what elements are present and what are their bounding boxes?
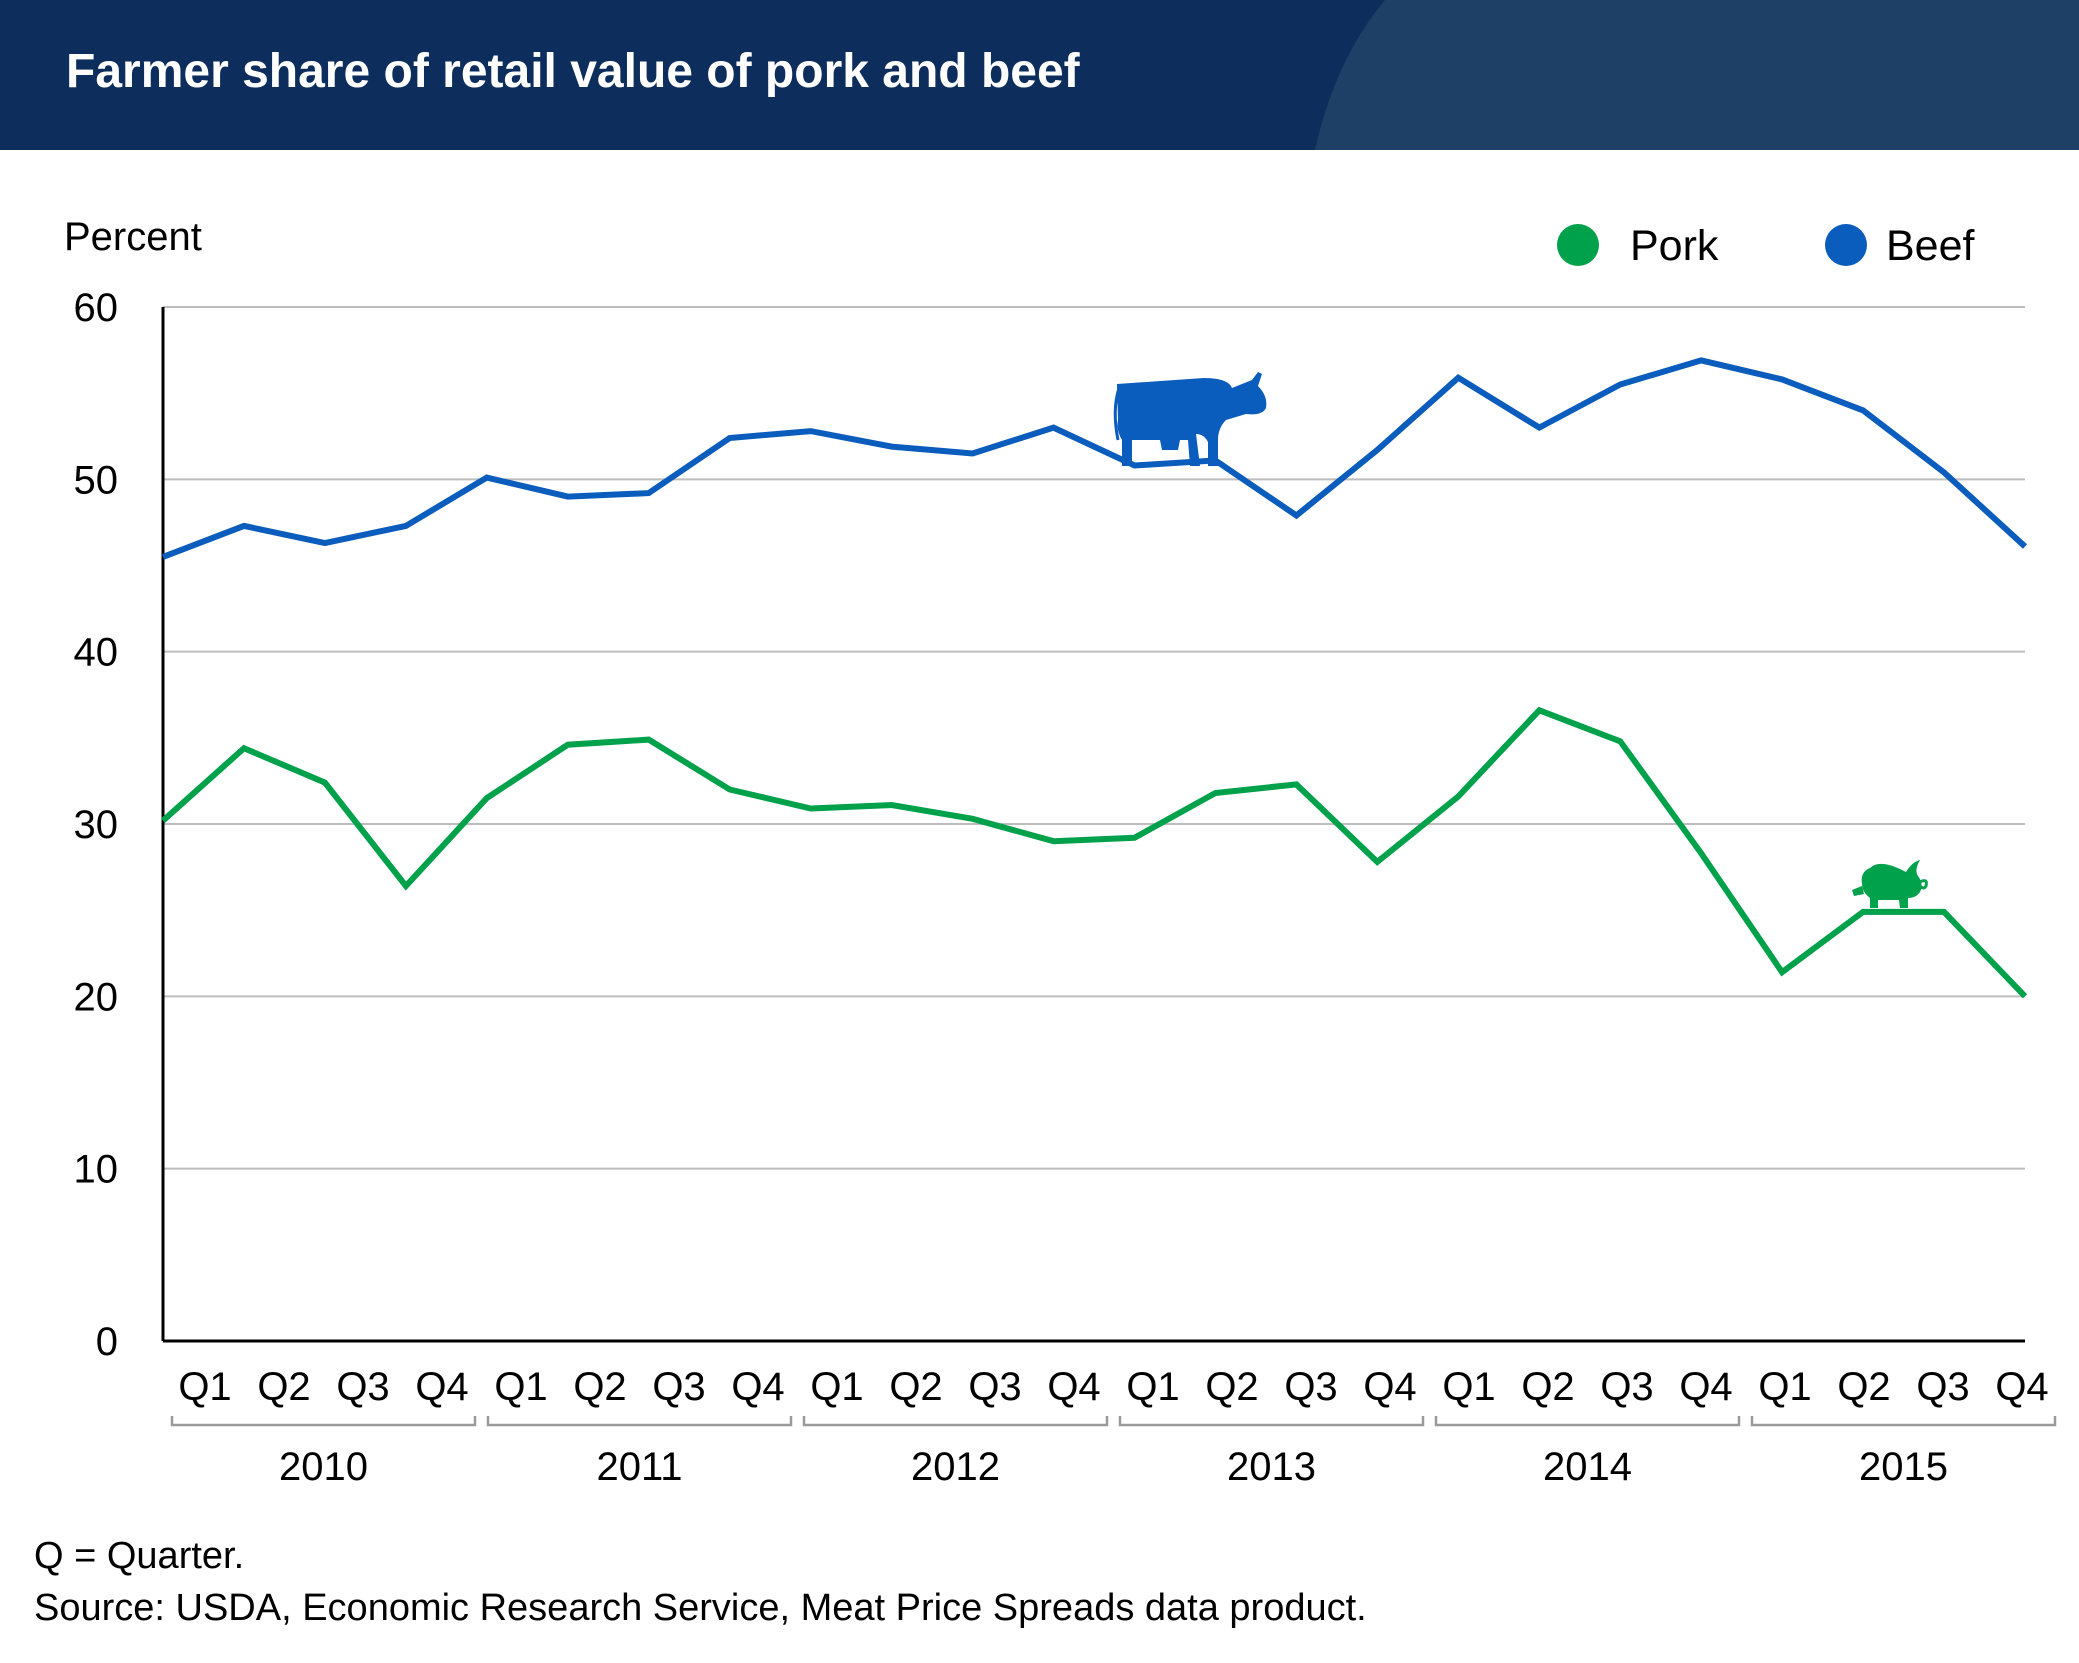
- year-label: 2015: [1859, 1445, 1948, 1489]
- y-tick-label: 20: [74, 975, 119, 1019]
- year-label: 2013: [1227, 1445, 1316, 1489]
- y-tick-label: 50: [74, 458, 119, 502]
- x-tick-label: Q2: [889, 1365, 942, 1409]
- year-label: 2012: [911, 1445, 1000, 1489]
- year-group-2010: 2010: [170, 1416, 477, 1489]
- cow-icon: [1113, 372, 1267, 466]
- x-tick-label: Q2: [573, 1365, 626, 1409]
- year-bracket: [1118, 1416, 1425, 1427]
- footnote: Q = Quarter. Source: USDA, Economic Rese…: [34, 1530, 1367, 1634]
- x-tick-label: Q3: [1284, 1365, 1337, 1409]
- year-group-2013: 2013: [1118, 1416, 1425, 1489]
- x-tick-label: Q4: [1995, 1365, 2048, 1409]
- y-axis-ticks: 0 10 20 30 40 50 60: [74, 286, 119, 1364]
- x-tick-label: Q4: [415, 1365, 468, 1409]
- x-tick-label: Q4: [731, 1365, 784, 1409]
- x-tick-label: Q3: [1600, 1365, 1653, 1409]
- y-tick-label: 60: [74, 286, 119, 330]
- x-tick-label: Q3: [968, 1365, 1021, 1409]
- title-banner: Farmer share of retail value of pork and…: [0, 0, 2079, 150]
- y-axis-label: Percent: [64, 215, 202, 259]
- y-tick-label: 0: [96, 1320, 118, 1364]
- x-tick-label: Q1: [494, 1365, 547, 1409]
- year-bracket: [1434, 1416, 1741, 1427]
- x-tick-label: Q1: [178, 1365, 231, 1409]
- x-tick-label: Q3: [336, 1365, 389, 1409]
- year-bracket: [802, 1416, 1109, 1427]
- series-lines: [161, 357, 2028, 999]
- year-bracket: [486, 1416, 793, 1427]
- year-label: 2014: [1543, 1445, 1632, 1489]
- legend-label-pork: Pork: [1630, 222, 1719, 270]
- banner-accent: [1315, 0, 2079, 150]
- x-tick-label: Q4: [1679, 1365, 1732, 1409]
- y-tick-label: 40: [74, 631, 119, 675]
- x-tick-label: Q1: [1126, 1365, 1179, 1409]
- footnote-note: Q = Quarter.: [34, 1535, 245, 1577]
- footnote-source: Source: USDA, Economic Research Service,…: [34, 1587, 1367, 1629]
- legend-marker-beef: [1825, 224, 1867, 266]
- pig-icon: [1852, 860, 1928, 908]
- x-tick-label: Q4: [1047, 1365, 1100, 1409]
- legend-item-pork: Pork: [1557, 222, 1719, 270]
- x-tick-label: Q2: [1837, 1365, 1890, 1409]
- x-tick-label: Q1: [1442, 1365, 1495, 1409]
- legend-item-beef: Beef: [1825, 222, 1976, 270]
- year-group-2012: 2012: [802, 1416, 1109, 1489]
- year-group-2011: 2011: [486, 1416, 793, 1489]
- x-tick-label: Q1: [810, 1365, 863, 1409]
- year-label: 2011: [596, 1445, 682, 1489]
- x-tick-label: Q1: [1758, 1365, 1811, 1409]
- x-tick-label: Q3: [652, 1365, 705, 1409]
- legend-label-beef: Beef: [1886, 222, 1976, 270]
- x-tick-label: Q2: [1521, 1365, 1574, 1409]
- year-bracket: [170, 1416, 477, 1427]
- y-tick-label: 30: [74, 803, 119, 847]
- x-axis-quarter-labels: Q1 Q2 Q3 Q4 Q1 Q2 Q3 Q4 Q1 Q2 Q3 Q4 Q1 Q2 Q3 Q4 Q1 Q2 Q3 Q4…: [178, 1365, 2048, 1409]
- x-tick-label: Q2: [257, 1365, 310, 1409]
- x-tick-label: Q3: [1916, 1365, 1969, 1409]
- year-label: 2010: [279, 1445, 368, 1489]
- series-line-pork: [161, 706, 2028, 999]
- legend: Pork Beef: [1557, 222, 1976, 270]
- x-tick-label: Q4: [1363, 1365, 1416, 1409]
- series-line-beef: [161, 357, 2028, 560]
- chart-title: Farmer share of retail value of pork and…: [66, 45, 1080, 98]
- y-tick-label: 10: [74, 1148, 119, 1192]
- legend-marker-pork: [1557, 224, 1599, 266]
- year-group-2014: 2014: [1434, 1416, 1741, 1489]
- x-axis-year-groups: 2010 2011 2012 2013 2014 2015: [170, 1416, 2057, 1489]
- year-group-2015: 2015: [1750, 1416, 2057, 1489]
- axes: [161, 307, 2025, 1343]
- gridlines: [163, 306, 2025, 1170]
- year-bracket: [1750, 1416, 2057, 1427]
- x-tick-label: Q2: [1205, 1365, 1258, 1409]
